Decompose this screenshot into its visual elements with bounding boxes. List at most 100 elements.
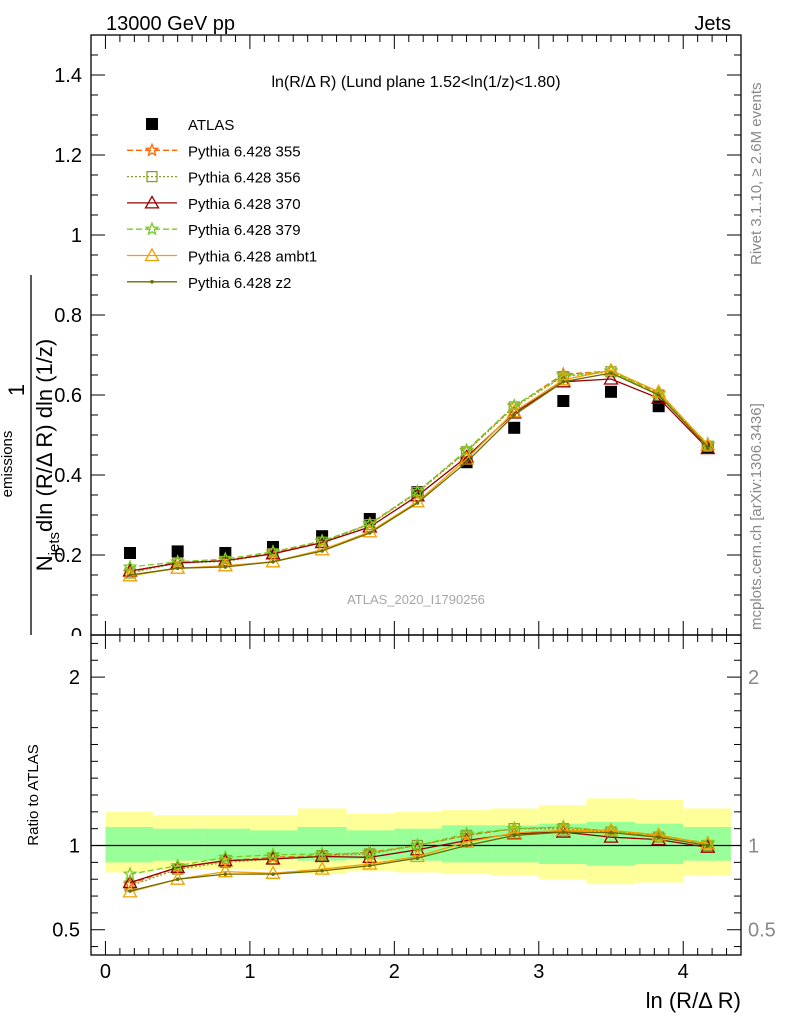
ratio-point: [656, 835, 661, 840]
series-point: [217, 551, 233, 566]
ylabel-one: 1: [4, 384, 29, 396]
atlas-point: [171, 545, 184, 558]
x-tick-label: 0: [100, 961, 111, 983]
ratio-point: [609, 830, 613, 835]
series-point: [170, 554, 186, 569]
legend-marker: [150, 280, 154, 284]
ylabel-den-part: N: [32, 555, 57, 571]
series-point: [367, 531, 372, 535]
ylabel-num-part: emissions: [0, 431, 16, 498]
series-4: [122, 362, 716, 582]
ratio-point: [506, 825, 522, 839]
ratio-series-5: [128, 830, 710, 893]
series-0: [122, 363, 716, 579]
legend-marker: [144, 195, 160, 209]
atlas-point: [124, 547, 136, 559]
band-inner: [105, 827, 154, 863]
legend-label-atlas: ATLAS: [188, 117, 234, 134]
atlas-point: [557, 395, 570, 407]
legend-label: Pythia 6.428 355: [188, 143, 301, 160]
y-tick-label-left: 2: [69, 667, 80, 689]
series-point: [603, 371, 619, 385]
ratio-point: [555, 822, 571, 837]
series-point: [555, 368, 571, 383]
series-point: [217, 557, 233, 572]
x-axis-label: ln (R/Δ R): [646, 988, 741, 1013]
atlas-point: [605, 385, 617, 398]
series-point: [128, 573, 132, 577]
y-tick-label: 0.6: [54, 385, 82, 407]
ylabel-num-part: N: [0, 497, 5, 519]
y-tick-label-left: 1: [69, 836, 80, 858]
legend-marker: [144, 221, 160, 236]
x-tick-label: 2: [389, 961, 400, 983]
legend-marker: [144, 142, 160, 157]
ratio-point: [512, 833, 517, 838]
series-line: [129, 370, 709, 568]
y-tick-label-right: 0.5: [748, 920, 776, 942]
series-point: [506, 398, 522, 413]
series-line: [129, 372, 709, 576]
ratio-point: [122, 866, 138, 881]
series-point: [555, 366, 571, 381]
atlas-point: [508, 421, 521, 434]
ylabel-denominator: Njetsdln (R/Δ R) dln (1/z): [32, 339, 63, 571]
ylabel-den-part: jets: [46, 532, 63, 556]
y-tick-label: 0.4: [54, 465, 82, 487]
header-left: 13000 GeV pp: [106, 13, 235, 35]
ratio-point: [265, 865, 281, 879]
ratio-point: [362, 856, 378, 870]
ratio-point: [175, 877, 180, 882]
ylabel-numerator: d2 Nemissions: [0, 431, 16, 540]
atlas-points: [124, 385, 714, 559]
legend: ATLAS Pythia 6.428 355 Pythia 6.428 356 Pyt…: [127, 117, 317, 292]
ratio-point: [122, 874, 138, 889]
x-tick-label: 3: [533, 961, 544, 983]
band-inner: [153, 828, 203, 861]
series-point: [656, 393, 661, 397]
legend-label: Pythia 6.428 356: [188, 170, 301, 187]
ratio-point: [217, 863, 233, 878]
watermark: ATLAS_2020_I1790256: [347, 592, 485, 607]
series-point: [555, 371, 571, 386]
series-point: [175, 566, 180, 570]
legend-marker: [144, 247, 160, 262]
series-line: [129, 378, 709, 572]
ratio-point: [555, 819, 571, 834]
series-point: [705, 445, 710, 449]
ratio-point: [700, 836, 716, 850]
bottom-frame: [90, 634, 742, 956]
ratio-point: [362, 845, 378, 860]
main-plot-panel: 0.2 0.4 0.6 0.8 1 1.2 1.4 0 ln(R/Δ R) (Lund plan…: [0, 34, 742, 636]
ratio-point: [128, 889, 132, 893]
series-point: [320, 549, 324, 553]
ratio-point: [651, 827, 667, 841]
ratio-point: [314, 846, 330, 861]
series-line: [129, 370, 709, 573]
series-line: [129, 369, 709, 577]
ratio-point: [362, 844, 378, 859]
ratio-point: [506, 820, 522, 835]
series-point: [609, 371, 613, 375]
series-point: [170, 560, 186, 574]
band-inner: [586, 821, 636, 866]
ratio-point: [415, 856, 420, 860]
series-point: [506, 403, 522, 418]
ratio-y-axis-label: Ratio to ATLAS: [25, 744, 42, 845]
ratio-point: [217, 852, 233, 867]
series-point: [223, 565, 228, 569]
ratio-point: [217, 849, 233, 864]
ratio-point: [409, 848, 426, 863]
ratio-plot-panel: 0.5 0.5 1 1 2 2 0 1 2 3 4 ln (R/Δ R) Ratio to ATLAS: [25, 634, 776, 1013]
zero-label-group: 0: [71, 625, 82, 636]
series-point: [512, 413, 517, 417]
ratio-point: [314, 861, 330, 875]
y-tick-label-left: 0.5: [52, 920, 80, 942]
chart-title: ln(R/Δ R) (Lund plane 1.52<ln(1/z)<1.80): [271, 74, 560, 91]
ratio-point: [170, 857, 186, 873]
ratio-point: [410, 837, 425, 852]
series-point: [603, 362, 619, 376]
x-tick-label: 4: [678, 961, 689, 983]
ylabel-num-part: d: [0, 527, 5, 539]
y-tick-label-right: 2: [748, 667, 759, 689]
